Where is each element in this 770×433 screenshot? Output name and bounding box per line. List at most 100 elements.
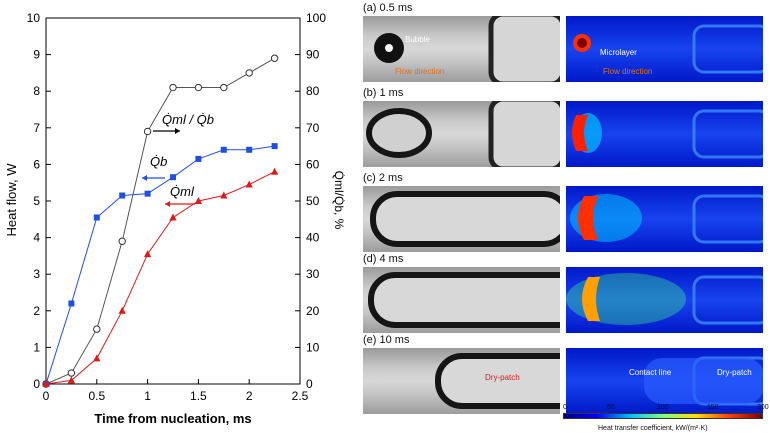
x-tick-label: 0.5 — [88, 389, 105, 403]
y-right-tick-label: 0 — [306, 377, 313, 391]
panel-label-e: (e) 10 ms — [363, 334, 410, 346]
y-right-tick-label: 40 — [306, 231, 320, 245]
y-left-tick-label: 3 — [33, 267, 40, 281]
heat-map-e — [566, 348, 763, 414]
heat-map-b — [566, 101, 763, 167]
y-right-tick-label: 90 — [306, 48, 320, 62]
grayscale-photo-a — [363, 16, 560, 82]
data-point — [245, 180, 253, 188]
series-line — [45, 57, 275, 385]
ratio-arrow-head — [175, 128, 180, 134]
data-point — [118, 306, 126, 314]
y-right-tick-label: 20 — [306, 304, 320, 318]
x-axis-label: Time from nucleation, ms — [94, 411, 251, 426]
y-axis-left-label: Heat flow, W — [4, 163, 19, 237]
data-point — [119, 192, 126, 199]
y-left-tick-label: 6 — [33, 157, 40, 171]
y-left-tick-label: 7 — [33, 121, 40, 135]
y-right-tick-label: 60 — [306, 157, 320, 171]
data-point — [271, 143, 278, 150]
y-left-tick-label: 4 — [33, 231, 40, 245]
plot-frame — [45, 17, 301, 385]
y-left-tick-label: 2 — [33, 304, 40, 318]
grayscale-photo-c — [363, 186, 560, 252]
data-point — [93, 354, 101, 362]
data-point — [245, 69, 253, 77]
data-point — [220, 83, 228, 92]
data-point — [144, 190, 151, 197]
y-left-tick-label: 0 — [33, 377, 40, 391]
y-right-tick-label: 100 — [306, 11, 326, 25]
y-left-tick-label: 5 — [33, 194, 40, 208]
y-right-tick-label: 30 — [306, 267, 320, 281]
heat-map-a — [566, 16, 763, 82]
qb-series-label: Q̇b — [150, 154, 167, 169]
colorbar-tick-label: 0 — [563, 404, 567, 411]
colorbar-tick-label: 200 — [757, 404, 769, 411]
data-point — [68, 300, 75, 307]
data-point — [93, 325, 101, 333]
x-tick-label: 2.5 — [292, 389, 309, 403]
dry-patch-left-annotation: Dry-patch — [485, 373, 520, 382]
data-point — [195, 155, 202, 162]
data-point — [42, 380, 50, 387]
x-tick-label: 1.5 — [190, 389, 207, 403]
chart-series — [42, 54, 279, 388]
y-left-tick-label: 10 — [27, 11, 41, 25]
colorbar-tick-label: 50 — [607, 404, 615, 411]
x-tick-label: 2 — [246, 389, 253, 403]
y-right-tick-label: 70 — [306, 121, 320, 135]
chart-axes: 0 0.5 1 1.5 2 2.50123456789100102030405060708… — [27, 11, 327, 403]
chart-annotations: Q̇ml / Q̇b Q̇bQ̇ml — [142, 112, 214, 207]
panel-label-c: (c) 2 ms — [363, 172, 403, 184]
colorbar-tick-label: 150 — [707, 404, 719, 411]
data-point — [220, 191, 228, 199]
data-point — [194, 197, 202, 204]
colorbar-tick-label: 100 — [657, 404, 669, 411]
data-point — [170, 174, 176, 181]
y-right-tick-label: 50 — [306, 194, 320, 208]
colorbar-label: Heat transfer coefficient, kW/(m²·K) — [598, 425, 708, 432]
data-point — [67, 376, 75, 384]
contact-line-annotation: Contact line — [629, 368, 672, 377]
y-axis-right-label: Q̇ml/Q̇b, % — [332, 171, 345, 230]
y-left-tick-label: 1 — [33, 340, 40, 354]
data-point — [118, 237, 126, 245]
colorbar — [563, 413, 763, 419]
data-point — [271, 167, 279, 175]
data-point — [270, 54, 279, 62]
data-point — [194, 83, 203, 92]
microlayer-annotation: Microlayer — [600, 48, 637, 57]
qml-series-label: Q̇ml — [170, 184, 195, 199]
data-point — [93, 214, 100, 221]
data-point — [220, 146, 227, 153]
data-point — [143, 127, 152, 136]
data-point — [246, 146, 253, 153]
panel-label-a: (a) 0.5 ms — [363, 2, 413, 14]
data-point — [169, 213, 177, 221]
panel-label-b: (b) 1 ms — [363, 87, 404, 99]
qml-arrow-head — [165, 201, 170, 207]
y-right-tick-label: 10 — [306, 340, 320, 354]
series-line — [45, 171, 275, 385]
grayscale-photo-e — [363, 348, 560, 414]
panel-label-d: (d) 4 ms — [363, 253, 404, 265]
y-right-tick-label: 80 — [306, 84, 320, 98]
x-tick-label: 1 — [144, 389, 151, 403]
data-point — [67, 369, 76, 377]
series-line — [45, 145, 275, 385]
grayscale-photo-d — [363, 267, 560, 333]
qb-arrow-head — [142, 175, 147, 181]
heat-flow-chart: 0 0.5 1 1.5 2 2.50123456789100102030405060708… — [4, 11, 345, 426]
ratio-series-label: Q̇ml / Q̇b — [162, 112, 214, 127]
data-point — [169, 83, 177, 92]
bubble-annotation: Bubble — [405, 35, 430, 44]
heat-map-d — [566, 267, 763, 333]
x-tick-label: 0 — [43, 389, 50, 403]
grayscale-photo-b — [363, 101, 560, 167]
y-left-tick-label: 9 — [33, 48, 40, 62]
dry-patch-right-annotation: Dry-patch — [717, 368, 752, 377]
data-point — [144, 250, 152, 258]
y-left-tick-label: 8 — [33, 84, 40, 98]
flow-direction-right: Flow direction — [603, 67, 653, 76]
